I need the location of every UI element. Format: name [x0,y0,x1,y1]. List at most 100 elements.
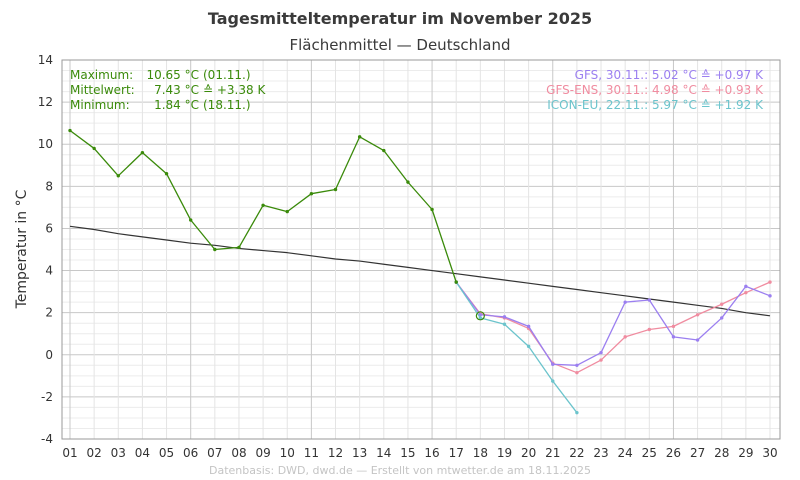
x-tick-label: 12 [328,446,343,460]
x-tick-label: 30 [762,446,777,460]
data-point-gfs [647,298,652,302]
data-point-beobachtung [92,146,96,151]
stat-extra: ≙ +3.38 K [203,83,266,97]
data-point-beobachtung [454,280,458,284]
stat-extra: (18.11.) [203,98,251,112]
y-tick-label: 4 [45,264,53,278]
data-point-beobachtung [261,203,265,207]
forecast-legend-entry: GFS-ENS, 30.11.: 4.98 °C ≙ +0.93 K [546,83,764,97]
x-tick-label: 03 [111,446,126,460]
y-tick-label: 6 [45,221,53,235]
x-tick-label: 14 [376,446,391,460]
data-point-icon-eu [526,344,531,349]
chart-title: Tagesmitteltemperatur im November 2025 [208,9,592,28]
grid [62,59,780,440]
footer-credit: Datenbasis: DWD, dwd.de — Erstellt von m… [209,464,591,477]
x-tick-label: 27 [690,446,705,460]
data-point-gfs-ens [695,313,700,317]
x-tick-label: 15 [400,446,415,460]
data-point-gfs [575,363,579,368]
plot-frame [61,59,781,440]
series-line-gfs-ens [455,281,771,374]
y-tick-label: -2 [41,390,53,404]
data-point-beobachtung [237,245,241,250]
data-point-beobachtung [213,247,217,252]
data-point-icon-eu [502,322,507,326]
data-point-beobachtung [116,174,120,178]
data-point-beobachtung [309,192,314,196]
x-tick-label: 23 [593,446,608,460]
data-point-gfs [744,284,748,289]
data-point-gfs-ens [575,370,579,375]
series-line-icon-eu [455,281,578,414]
data-point-gfs-ens [744,290,748,295]
data-point-gfs [768,294,772,298]
data-point-gfs [695,338,700,342]
data-point-beobachtung [140,150,145,155]
x-tick-label: 06 [183,446,198,460]
forecast-legend-entry: GFS, 30.11.: 5.02 °C ≙ +0.97 K [575,68,764,82]
y-tick-label: -4 [41,432,53,446]
data-point-gfs-ens [671,324,676,329]
x-tick-label: 24 [618,446,633,460]
data-point-gfs-ens [768,280,772,284]
stat-extra: (01.11.) [203,68,251,82]
x-tick-label: 20 [521,446,536,460]
data-point-beobachtung [164,172,169,176]
x-tick-label: 22 [569,446,584,460]
x-tick-label: 18 [473,446,488,460]
series-line-klimamittel [69,225,771,317]
data-point-gfs-ens [599,358,603,362]
x-tick-label: 11 [304,446,319,460]
data-point-gfs [599,350,603,355]
y-tick-label: 14 [38,53,53,67]
stat-label: Maximum: [70,68,133,82]
stat-label: Minimum: [70,98,130,112]
x-tick-label: 04 [135,446,150,460]
data-point-gfs [526,324,531,329]
x-tick-label: 02 [86,446,101,460]
x-tick-label: 16 [424,446,439,460]
data-point-beobachtung [406,180,410,184]
x-tick-label: 07 [207,446,222,460]
x-tick-label: 09 [255,446,270,460]
minimum-marker [475,311,485,321]
data-point-beobachtung [357,135,362,139]
chart-subtitle: Flächenmittel — Deutschland [289,36,510,54]
x-tick-label: 29 [738,446,753,460]
data-point-gfs-ens [720,302,724,306]
data-point-gfs [671,335,676,339]
x-tick-label: 19 [497,446,512,460]
data-point-gfs [623,300,627,304]
x-axis-ticks: 01 02 03 04 05 06 07 08 09 10 11 12 13 14 15 16 17 18 19 20… [62,446,777,460]
data-point-gfs [502,315,507,319]
data-point-gfs-ens [647,327,652,332]
data-point-beobachtung [188,218,193,222]
stat-value: 7.43 °C [154,83,199,97]
x-tick-label: 01 [62,446,77,460]
data-point-gfs-ens [623,335,627,339]
data-point-icon-eu [551,379,555,383]
y-axis-label: Temperatur in °C [14,189,30,309]
data-point-beobachtung [285,209,289,214]
x-tick-label: 25 [642,446,657,460]
data-point-beobachtung [430,207,434,212]
data-point-gfs [720,316,724,320]
y-tick-label: 2 [45,306,53,320]
data-point-beobachtung [333,187,338,192]
y-axis-ticks: -4 -2 0 2 4 6 8 10 12 14 [38,53,53,446]
x-tick-label: 28 [714,446,729,460]
y-tick-label: 8 [45,179,53,193]
stat-value: 1.84 °C [154,98,199,112]
series-line-gfs [455,281,771,366]
x-tick-label: 13 [352,446,367,460]
data-point-beobachtung [382,148,386,153]
y-tick-label: 10 [38,137,53,151]
x-tick-label: 05 [159,446,174,460]
data-point-icon-eu [478,316,483,320]
x-tick-label: 26 [666,446,681,460]
forecast-legend-entry: ICON-EU, 22.11.: 5.97 °C ≙ +1.92 K [547,98,764,112]
x-tick-label: 17 [449,446,464,460]
data-point-gfs [551,362,555,366]
